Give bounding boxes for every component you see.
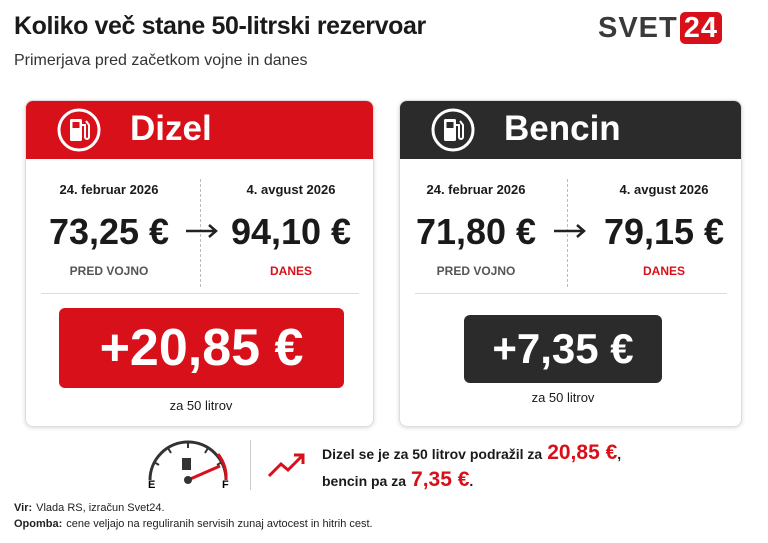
- label: PRED VOJNO: [69, 264, 149, 278]
- source-text: Vlada RS, izračun Svet24.: [36, 502, 165, 514]
- note: za 50 litrov: [531, 390, 595, 405]
- source-label: Vir:: [14, 502, 33, 514]
- gauge-empty: E: [148, 479, 155, 490]
- date: 24. februar 2026: [426, 182, 526, 197]
- subtitle: Primerjava pred začetkom vojne in danes: [14, 52, 308, 69]
- difference: +20,85 €: [59, 308, 344, 388]
- summary-value: 20,85 €: [547, 441, 618, 464]
- logo: SVET 24: [598, 11, 723, 44]
- fuel-icon: [431, 108, 475, 152]
- card-header: Bencin: [400, 101, 741, 159]
- date: 4. avgust 2026: [246, 182, 336, 197]
- note-text: cene veljajo na reguliranih servisih zun…: [66, 518, 373, 530]
- date: 4. avgust 2026: [619, 182, 709, 197]
- arrow: [186, 224, 218, 238]
- gauge-full: F: [222, 479, 229, 490]
- card-name: Bencin: [504, 109, 621, 148]
- title: Koliko več stane 50-litrski rezervoar: [14, 12, 426, 40]
- logo-right: 24: [679, 12, 723, 44]
- fuel-icon: [57, 108, 101, 152]
- label: DANES: [269, 264, 313, 278]
- footnote: Opomba: cene veljajo na reguliranih servi…: [14, 518, 373, 530]
- difference: +7,35 €: [464, 315, 662, 383]
- summary-text: ,: [617, 446, 622, 462]
- summary-line: Dizel se je za 50 litrov podražil za 20,8…: [322, 441, 621, 465]
- note: za 50 litrov: [169, 398, 233, 413]
- diesel-card: Dizel 24. februar 2026 4. avgust 2026 73…: [25, 100, 374, 427]
- card-name: Dizel: [130, 109, 212, 148]
- label: DANES: [642, 264, 686, 278]
- logo-left: SVET: [598, 11, 678, 44]
- date: 24. februar 2026: [59, 182, 159, 197]
- separator: [415, 293, 727, 294]
- divider: [200, 179, 201, 287]
- price: 71,80 €: [415, 211, 537, 252]
- source: Vir: Vlada RS, izračun Svet24.: [14, 502, 165, 514]
- summary-line: bencin pa za 7,35 €.: [322, 468, 473, 492]
- divider: [567, 179, 568, 287]
- summary-text: bencin pa za: [322, 473, 407, 489]
- trend-icon: [267, 453, 305, 478]
- summary-text: Dizel se je za 50 litrov podražil za: [322, 446, 543, 462]
- price: 94,10 €: [230, 211, 352, 252]
- label: PRED VOJNO: [436, 264, 516, 278]
- divider: [250, 440, 251, 490]
- note-label: Opomba:: [14, 518, 63, 530]
- summary-text: .: [469, 473, 474, 489]
- price: 79,15 €: [603, 211, 725, 252]
- price: 73,25 €: [48, 211, 170, 252]
- card-header: Dizel: [26, 101, 373, 159]
- gauge: E F: [148, 440, 229, 490]
- petrol-card: Bencin 24. februar 2026 4. avgust 2026 7…: [399, 100, 742, 427]
- arrow: [554, 224, 586, 238]
- separator: [41, 293, 359, 294]
- summary-value: 7,35 €: [411, 468, 470, 491]
